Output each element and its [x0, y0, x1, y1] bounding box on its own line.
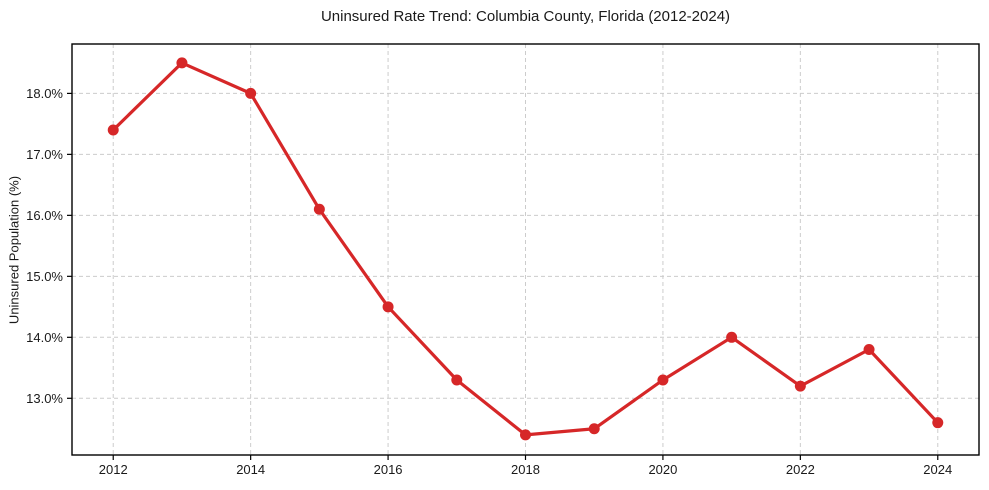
data-point — [863, 344, 875, 356]
x-tick-label: 2016 — [374, 462, 403, 477]
y-tick-label: 15.0% — [26, 269, 63, 284]
data-point — [520, 429, 531, 441]
x-tick-label: 2022 — [786, 462, 815, 477]
y-tick-label: 13.0% — [26, 391, 63, 406]
x-tick-label: 2012 — [99, 462, 128, 477]
data-point — [588, 423, 600, 435]
data-point — [176, 57, 188, 69]
x-tick-label: 2020 — [648, 462, 677, 477]
data-point — [932, 417, 944, 429]
data-point — [726, 331, 738, 343]
data-point — [382, 301, 394, 313]
x-tick-label: 2018 — [511, 462, 540, 477]
chart-title: Uninsured Rate Trend: Columbia County, F… — [320, 8, 731, 25]
data-point — [657, 374, 669, 386]
x-tick-label: 2014 — [236, 462, 265, 477]
data-point — [794, 380, 806, 392]
data-point — [245, 87, 257, 99]
y-tick-label: 17.0% — [26, 147, 63, 162]
data-point — [451, 374, 463, 386]
x-tick-label: 2024 — [923, 462, 952, 477]
data-point — [313, 203, 325, 215]
y-tick-label: 14.0% — [26, 330, 63, 345]
y-tick-label: 18.0% — [26, 86, 63, 101]
y-tick-label: 16.0% — [26, 208, 63, 223]
data-point — [107, 124, 119, 136]
